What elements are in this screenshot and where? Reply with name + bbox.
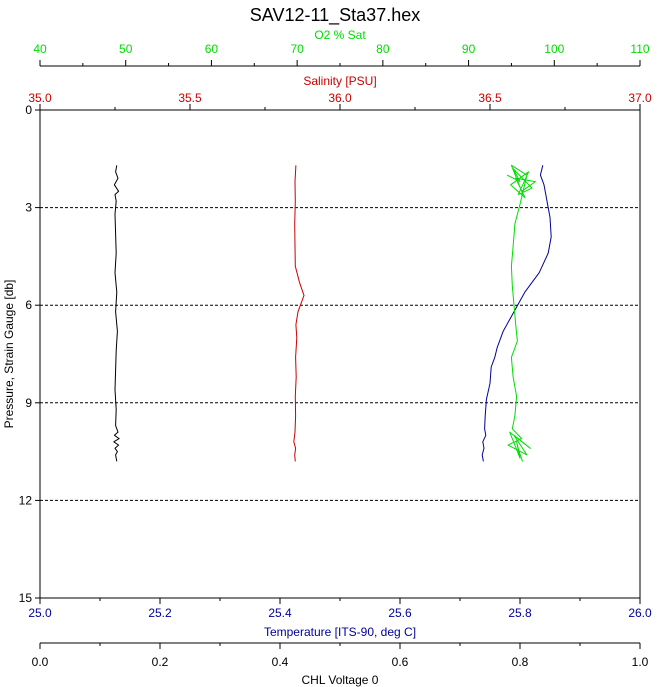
x-axis-title-o2: O2 % Sat: [314, 28, 366, 42]
x-tick-label-temperature-2: 25.4: [268, 606, 292, 620]
x-axis-o2: 40 50 60 70 80 90 100 110 O2 % Sat: [33, 28, 650, 67]
x-axis-temperature: 25.0 25.2 25.4 25.6 25.8 26.0 Temperature [ITS…: [28, 598, 652, 639]
series-line-chl: [113, 165, 120, 462]
x-tick-label-o2-0: 40: [33, 42, 47, 56]
x-tick-label-o2-5: 90: [462, 42, 476, 56]
x-axis-title-chl: CHL Voltage 0: [302, 673, 379, 687]
gridlines: [40, 207, 640, 501]
x-tick-label-o2-3: 70: [290, 42, 304, 56]
series-line-salinity: [293, 165, 305, 462]
chart-title: SAV12-11_Sta37.hex: [250, 5, 420, 26]
x-tick-label-chl-4: 0.8: [512, 655, 529, 669]
y-axis-title: Pressure, Strain Gauge [db]: [2, 280, 16, 429]
y-tick-label-2: 6: [25, 298, 32, 312]
x-tick-label-chl-1: 0.2: [152, 655, 169, 669]
plot-frame: [39, 109, 641, 599]
axes: 0 3 6 9 12 15 Pressure, Strain Gauge [db] 40 50 6…: [2, 28, 652, 687]
x-tick-label-chl-3: 0.6: [392, 655, 409, 669]
x-axis-title-temperature: Temperature [ITS-90, deg C]: [264, 625, 416, 639]
x-tick-label-o2-1: 50: [119, 42, 133, 56]
data-series: [113, 164, 552, 462]
x-axis-title-salinity: Salinity [PSU]: [303, 74, 376, 88]
x-tick-label-o2-4: 80: [376, 42, 390, 56]
x-tick-label-temperature-0: 25.0: [28, 606, 52, 620]
x-tick-label-temperature-3: 25.6: [388, 606, 412, 620]
x-tick-label-o2-6: 100: [544, 42, 564, 56]
x-tick-label-salinity-4: 37.0: [628, 91, 652, 105]
y-tick-label-0: 0: [25, 103, 32, 117]
x-tick-label-o2-2: 60: [205, 42, 219, 56]
y-tick-label-1: 3: [25, 201, 32, 215]
x-tick-label-chl-0: 0.0: [32, 655, 49, 669]
x-tick-label-chl-5: 1.0: [632, 655, 649, 669]
x-tick-label-salinity-0: 35.0: [28, 91, 52, 105]
x-tick-label-chl-2: 0.4: [272, 655, 289, 669]
x-tick-label-salinity-3: 36.5: [478, 91, 502, 105]
y-tick-label-4: 12: [19, 493, 33, 507]
x-tick-label-o2-7: 110: [630, 42, 649, 56]
y-tick-label-3: 9: [25, 396, 32, 410]
x-tick-label-temperature-5: 26.0: [628, 606, 652, 620]
x-tick-label-temperature-4: 25.8: [508, 606, 532, 620]
x-axis-chl: 0.0 0.2 0.4 0.6 0.8 1.0 CHL Voltage 0: [32, 642, 649, 687]
y-tick-label-5: 15: [19, 591, 33, 605]
series-line-temperature: [481, 165, 552, 462]
x-tick-label-temperature-1: 25.2: [148, 606, 172, 620]
x-tick-label-salinity-1: 35.5: [178, 91, 202, 105]
series-line-o2: [506, 164, 536, 462]
x-tick-label-salinity-2: 36.0: [328, 91, 352, 105]
x-axis-salinity: 35.0 35.5 36.0 36.5 37.0 Salinity [PSU]: [28, 74, 652, 110]
